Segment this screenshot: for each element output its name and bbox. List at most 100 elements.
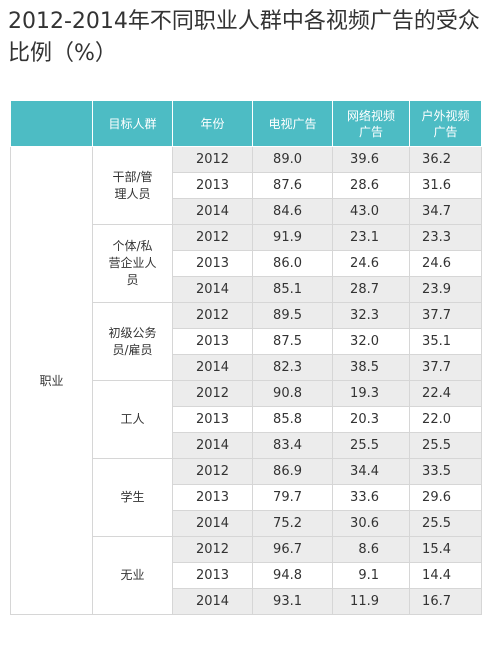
tv-ad-cell: 83.4: [252, 432, 333, 459]
tv-ad-cell: 85.1: [252, 276, 333, 303]
tv-ad-cell: 86.9: [252, 458, 333, 485]
tv-ad-cell: 93.1: [252, 588, 333, 615]
header-year: 年份: [172, 100, 253, 147]
target-group-name: 干部/管理人员: [112, 169, 153, 201]
year-cell: 2012: [172, 224, 253, 251]
tv-ad-cell: 89.5: [252, 302, 333, 329]
target-group-cell: 初级公务员/雇员: [92, 302, 173, 381]
target-group-name: 学生: [120, 490, 145, 504]
table-row: 2013 87.6 28.6 31.6: [11, 172, 482, 199]
outdoor-video-ad-cell: 16.7: [409, 588, 482, 615]
data-table: 目标人群 年份 电视广告 网络视频广告 户外视频广告 职业 干部/管理人员 2012…: [10, 100, 482, 615]
year-cell: 2012: [172, 536, 253, 563]
tv-ad-cell: 94.8: [252, 562, 333, 589]
target-group-name: 工人: [120, 412, 145, 426]
online-video-ad-cell: 23.1: [332, 224, 410, 251]
target-group-name: 初级公务员/雇员: [108, 325, 157, 357]
tv-ad-cell: 84.6: [252, 198, 333, 225]
year-cell: 2012: [172, 380, 253, 407]
year-cell: 2014: [172, 354, 253, 381]
year-cell: 2013: [172, 250, 253, 277]
outdoor-video-ad-cell: 22.0: [409, 406, 482, 433]
tv-ad-cell: 90.8: [252, 380, 333, 407]
header-tv-ad: 电视广告: [252, 100, 333, 147]
online-video-ad-cell: 39.6: [332, 146, 410, 173]
target-group-cell: 无业: [92, 536, 173, 615]
outdoor-video-ad-cell: 35.1: [409, 328, 482, 355]
outdoor-video-ad-cell: 23.3: [409, 224, 482, 251]
outdoor-video-ad-cell: 14.4: [409, 562, 482, 589]
online-video-ad-cell: 33.6: [332, 484, 410, 511]
tv-ad-cell: 75.2: [252, 510, 333, 537]
header-blank: [10, 100, 93, 147]
tv-ad-cell: 96.7: [252, 536, 333, 563]
online-video-ad-cell: 24.6: [332, 250, 410, 277]
page-title: 2012-2014年不同职业人群中各视频广告的受众比例（%）: [8, 9, 480, 66]
year-cell: 2013: [172, 406, 253, 433]
table-row: 2013 87.5 32.0 35.1: [11, 328, 482, 355]
outdoor-video-ad-cell: 29.6: [409, 484, 482, 511]
header-row: 目标人群 年份 电视广告 网络视频广告 户外视频广告: [10, 100, 482, 147]
header-outdoor-video-ad-label: 户外视频广告: [421, 108, 470, 139]
outdoor-video-ad-cell: 25.5: [409, 510, 482, 537]
outdoor-video-ad-cell: 37.7: [409, 302, 482, 329]
table-row: 工人 2012 90.8 19.3 22.4: [11, 380, 482, 459]
year-cell: 2012: [172, 146, 253, 173]
online-video-ad-cell: 11.9: [332, 588, 410, 615]
year-cell: 2014: [172, 510, 253, 537]
table-row: 2013 79.7 33.6 29.6: [11, 484, 482, 511]
online-video-ad-cell: 25.5: [332, 432, 410, 459]
table-row: 初级公务员/雇员 2012 89.5 32.3 37.7: [11, 302, 482, 381]
online-video-ad-cell: 20.3: [332, 406, 410, 433]
outdoor-video-ad-cell: 36.2: [409, 146, 482, 173]
online-video-ad-cell: 38.5: [332, 354, 410, 381]
year-cell: 2013: [172, 562, 253, 589]
tv-ad-cell: 89.0: [252, 146, 333, 173]
tv-ad-cell: 85.8: [252, 406, 333, 433]
year-cell: 2013: [172, 328, 253, 355]
outdoor-video-ad-cell: 31.6: [409, 172, 482, 199]
header-target-group: 目标人群: [92, 100, 173, 147]
year-cell: 2013: [172, 172, 253, 199]
outdoor-video-ad-cell: 34.7: [409, 198, 482, 225]
online-video-ad-cell: 9.1: [332, 562, 410, 589]
year-cell: 2014: [172, 276, 253, 303]
outdoor-video-ad-cell: 33.5: [409, 458, 482, 485]
table-row: 2014 84.6 43.0 34.7: [11, 198, 482, 225]
table-row: 无业 2012 96.7 8.6 15.4: [11, 536, 482, 615]
tv-ad-cell: 82.3: [252, 354, 333, 381]
year-cell: 2012: [172, 302, 253, 329]
header-outdoor-video-ad: 户外视频广告: [409, 100, 482, 147]
year-cell: 2012: [172, 458, 253, 485]
tv-ad-cell: 79.7: [252, 484, 333, 511]
header-online-video-ad: 网络视频广告: [332, 100, 410, 147]
year-cell: 2014: [172, 198, 253, 225]
outdoor-video-ad-cell: 23.9: [409, 276, 482, 303]
year-cell: 2014: [172, 588, 253, 615]
table-row: 2014 93.1 11.9 16.7: [11, 588, 482, 615]
header-online-video-ad-label: 网络视频广告: [346, 108, 395, 139]
occupation-label: 职业: [10, 146, 93, 615]
table-row: 2014 82.3 38.5 37.7: [11, 354, 482, 381]
table-row: 个体/私营企业人员 2012 91.9 23.1 23.3: [11, 224, 482, 303]
outdoor-video-ad-cell: 15.4: [409, 536, 482, 563]
online-video-ad-cell: 34.4: [332, 458, 410, 485]
target-group-cell: 工人: [92, 380, 173, 459]
outdoor-video-ad-cell: 24.6: [409, 250, 482, 277]
outdoor-video-ad-cell: 37.7: [409, 354, 482, 381]
tv-ad-cell: 87.6: [252, 172, 333, 199]
online-video-ad-cell: 30.6: [332, 510, 410, 537]
online-video-ad-cell: 8.6: [332, 536, 410, 563]
year-cell: 2013: [172, 484, 253, 511]
target-group-name: 个体/私营企业人员: [108, 239, 157, 287]
outdoor-video-ad-cell: 25.5: [409, 432, 482, 459]
online-video-ad-cell: 28.7: [332, 276, 410, 303]
target-group-cell: 干部/管理人员: [92, 146, 173, 225]
tv-ad-cell: 91.9: [252, 224, 333, 251]
target-group-cell: 学生: [92, 458, 173, 537]
online-video-ad-cell: 32.0: [332, 328, 410, 355]
table-row: 职业 干部/管理人员 2012 89.0 39.6 36.2: [10, 146, 482, 615]
tv-ad-cell: 87.5: [252, 328, 333, 355]
table-row: 学生 2012 86.9 34.4 33.5: [11, 458, 482, 537]
online-video-ad-cell: 43.0: [332, 198, 410, 225]
